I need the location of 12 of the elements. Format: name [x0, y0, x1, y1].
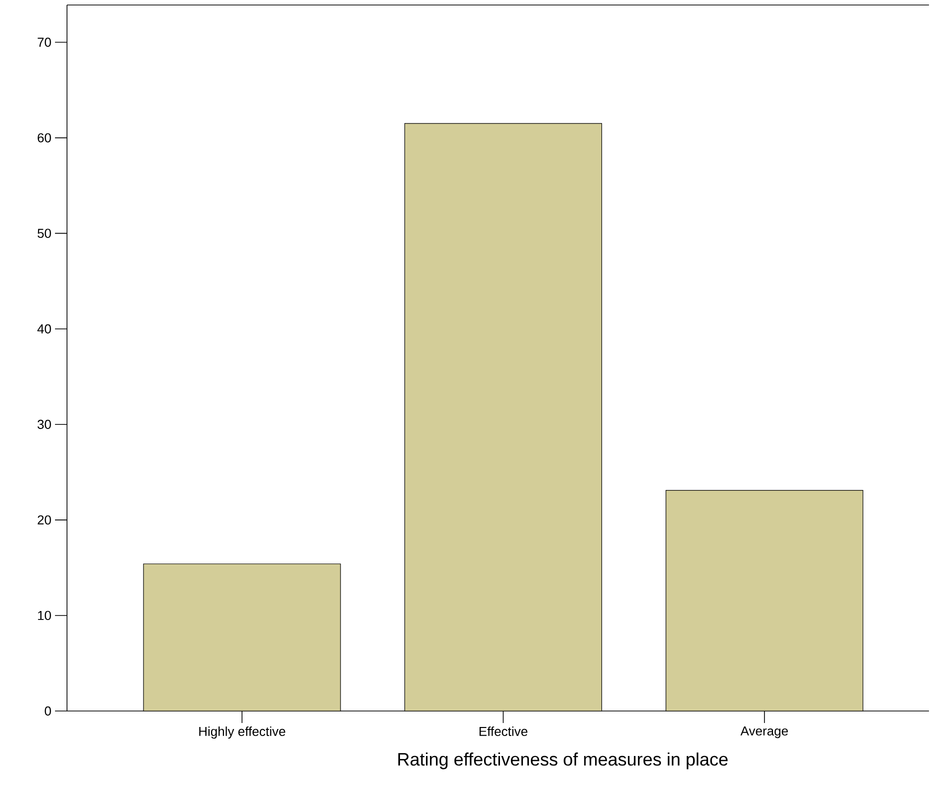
y-tick-label: 60	[38, 133, 51, 142]
y-tick-label: 70	[38, 38, 51, 47]
y-tick-label: 10	[38, 610, 51, 620]
y-tick-label: 0	[44, 706, 51, 716]
y-tick-label: 30	[38, 420, 51, 429]
y-tick-label: 20	[38, 515, 51, 525]
y-tick-label: 50	[38, 228, 51, 238]
x-axis-title: Rating effectiveness of measures in place	[398, 752, 728, 770]
x-tick-label: Average	[740, 726, 788, 738]
y-tick-label: 40	[37, 324, 51, 334]
x-tick-label: Effective	[480, 726, 528, 736]
x-tick-label: Highly effective	[199, 726, 286, 739]
